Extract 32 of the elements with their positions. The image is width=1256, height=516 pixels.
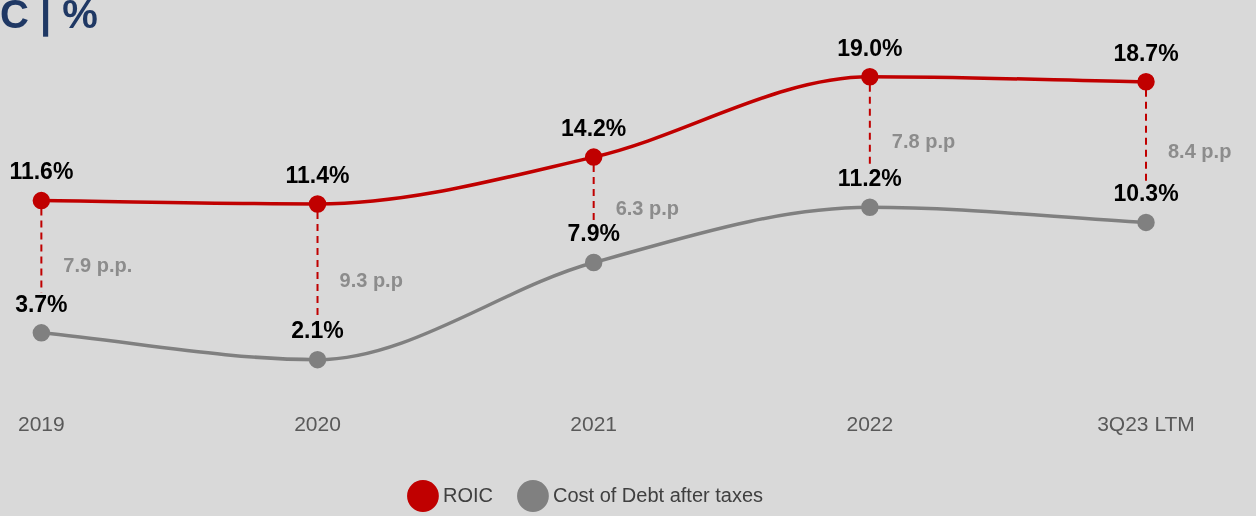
annotation: 7.8 p.p <box>891 129 956 152</box>
data-label: 11.6% <box>9 158 74 185</box>
point <box>584 253 603 272</box>
data-label: 14.2% <box>561 114 627 141</box>
data-label: 11.2% <box>837 165 902 192</box>
point <box>32 324 51 342</box>
annotation: 6.3 p.p <box>615 197 680 220</box>
data-label: 11.4% <box>285 161 350 188</box>
legend-label: ROIC <box>442 483 493 506</box>
x-tick-label: 2020 <box>294 412 341 436</box>
point <box>308 195 327 213</box>
point <box>32 191 51 210</box>
point <box>1137 213 1155 232</box>
point <box>861 67 879 86</box>
data-label: 10.3% <box>1113 180 1179 207</box>
x-tick-label: 3Q23 LTM <box>1097 412 1195 436</box>
data-label: 19.0% <box>837 34 903 61</box>
data-label: 18.7% <box>1113 39 1179 66</box>
point <box>584 148 603 166</box>
legend-label: Cost of Debt after taxes <box>552 483 764 506</box>
data-label: 7.9% <box>567 220 620 247</box>
data-label: 2.1% <box>291 317 344 344</box>
annotation: 8.4 p.p <box>1168 139 1232 162</box>
x-tick-label: 2021 <box>570 412 618 436</box>
point <box>861 198 879 217</box>
point <box>1137 73 1155 91</box>
x-tick-label: 2022 <box>846 412 894 436</box>
data-label: 3.7% <box>15 290 68 317</box>
annotation: 7.9 p.p. <box>63 254 133 277</box>
x-tick-label: 2019 <box>18 412 65 436</box>
point <box>308 350 327 369</box>
annotation: 9.3 p.p <box>339 269 403 292</box>
